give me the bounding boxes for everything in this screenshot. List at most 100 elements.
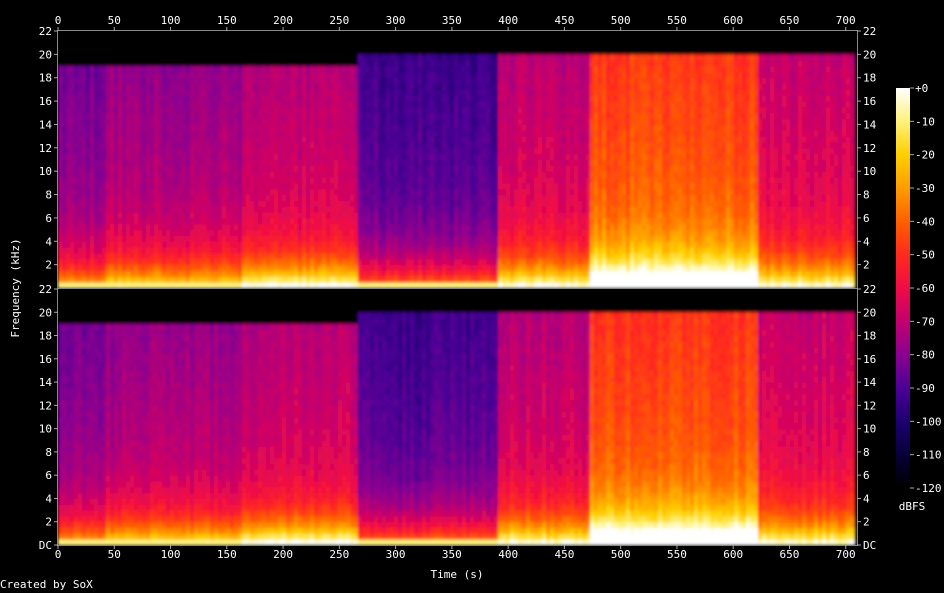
y-tick-label-top: 10 — [39, 165, 52, 178]
x-tick-label-bottom: 100 — [161, 548, 181, 561]
x-tick-label-top: 150 — [217, 14, 237, 27]
x-tick-label-bottom: 200 — [273, 548, 293, 561]
x-tick-label-top: 550 — [667, 14, 687, 27]
y-tick-label-right-bottom: 14 — [863, 376, 877, 389]
y-tick-label-right-top: 16 — [863, 95, 876, 108]
y-tick-label-bottom: 20 — [39, 306, 52, 319]
channel-1-heatmap — [58, 31, 857, 289]
x-tick-label-bottom: 350 — [442, 548, 462, 561]
x-tick-label-bottom: 150 — [217, 548, 237, 561]
y-tick-label-right-bottom: DC — [863, 539, 876, 552]
y-tick-label-bottom: 10 — [39, 423, 52, 436]
y-tick-label-bottom: 14 — [39, 376, 53, 389]
y-tick-label-bottom: 6 — [45, 469, 52, 482]
colorbar-tick-label: -50 — [915, 249, 935, 262]
y-tick-label-bottom: 8 — [45, 446, 52, 459]
y-tick-label-bottom: 22 — [39, 283, 52, 296]
x-tick-label-bottom: 50 — [108, 548, 121, 561]
y-tick-label-right-bottom: 12 — [863, 399, 876, 412]
y-tick-label-right-bottom: 16 — [863, 353, 876, 366]
y-tick-label-top: 12 — [39, 142, 52, 155]
y-tick-label-right-top: 22 — [863, 25, 876, 38]
y-tick-label-bottom: 2 — [45, 516, 52, 529]
y-tick-label-right-bottom: 2 — [863, 516, 870, 529]
y-tick-label-top: 2 — [45, 259, 52, 272]
colorbar-tick-label: -20 — [915, 149, 935, 162]
x-axis-label: Time (s) — [431, 568, 484, 581]
y-tick-label-right-top: 2 — [863, 259, 870, 272]
colorbar-tick-label: -30 — [915, 182, 935, 195]
y-tick-label-top: 16 — [39, 95, 52, 108]
x-tick-label-bottom: 300 — [386, 548, 406, 561]
y-tick-label-right-top: 8 — [863, 189, 870, 202]
colorbar-tick-label: -40 — [915, 215, 935, 228]
y-tick-label-right-top: 14 — [863, 118, 877, 131]
y-tick-label-right-bottom: 20 — [863, 306, 876, 319]
y-tick-label-bottom: DC — [39, 539, 52, 552]
x-tick-label-top: 500 — [611, 14, 631, 27]
x-tick-label-top: 100 — [161, 14, 181, 27]
y-tick-label-right-top: 6 — [863, 212, 870, 225]
y-tick-label-bottom: 4 — [45, 492, 52, 505]
y-tick-label-bottom: 16 — [39, 353, 52, 366]
colorbar-tick-label: -80 — [915, 349, 935, 362]
x-tick-label-top: 0 — [55, 14, 62, 27]
colorbar-tick-label: +0 — [915, 82, 928, 95]
colorbar-tick-label: -110 — [915, 449, 942, 462]
x-tick-label-top: 400 — [498, 14, 518, 27]
y-tick-label-right-bottom: 18 — [863, 330, 876, 343]
y-tick-label-right-top: 10 — [863, 165, 876, 178]
colorbar-tick-label: -120 — [915, 482, 942, 495]
x-axis-bottom: 0 50 100 150 200 250 300 350 400 450 500 550 600 650 7… — [55, 545, 856, 561]
plot-frames — [57, 30, 858, 546]
colorbar-tick-label: -60 — [915, 282, 935, 295]
y-tick-label-right-top: 18 — [863, 72, 876, 85]
y-tick-label-right-bottom: 8 — [863, 446, 870, 459]
colorbar-label: dBFS — [899, 500, 926, 513]
y-tick-label-top: 22 — [39, 25, 52, 38]
x-tick-label-top: 350 — [442, 14, 462, 27]
x-tick-label-top: 50 — [108, 14, 121, 27]
colorbar — [896, 88, 910, 488]
colorbar-tick-label: -90 — [915, 382, 935, 395]
y-tick-label-right-bottom: 22 — [863, 283, 876, 296]
x-tick-label-bottom: 450 — [554, 548, 574, 561]
y-tick-label-top: 18 — [39, 72, 52, 85]
x-tick-label-bottom: 0 — [55, 548, 62, 561]
channel-2-heatmap — [58, 289, 857, 546]
x-tick-label-bottom: 500 — [611, 548, 631, 561]
y-tick-label-top: 20 — [39, 48, 52, 61]
x-tick-label-top: 250 — [329, 14, 349, 27]
x-tick-label-top: 300 — [386, 14, 406, 27]
colorbar-tick-label: -70 — [915, 315, 935, 328]
x-tick-label-bottom: 250 — [329, 548, 349, 561]
y-tick-label-top: 14 — [39, 118, 53, 131]
y-tick-label-right-top: 12 — [863, 142, 876, 155]
x-tick-label-top: 700 — [836, 14, 856, 27]
x-tick-label-bottom: 600 — [723, 548, 743, 561]
y-tick-label-bottom: 18 — [39, 330, 52, 343]
x-tick-label-bottom: 650 — [780, 548, 800, 561]
y-tick-label-right-top: 4 — [863, 235, 870, 248]
colorbar-tick-label: -100 — [915, 415, 942, 428]
x-tick-label-top: 200 — [273, 14, 293, 27]
x-tick-label-top: 450 — [554, 14, 574, 27]
y-tick-label-top: 6 — [45, 212, 52, 225]
credit-text: Created by SoX — [0, 578, 93, 591]
y-tick-label-top: 8 — [45, 189, 52, 202]
y-axis-label: Frequency (kHz) — [9, 238, 22, 337]
x-tick-label-bottom: 550 — [667, 548, 687, 561]
y-tick-label-bottom: 12 — [39, 399, 52, 412]
y-tick-label-right-bottom: 6 — [863, 469, 870, 482]
y-tick-label-right-bottom: 10 — [863, 423, 876, 436]
y-tick-label-right-bottom: 4 — [863, 492, 870, 505]
x-axis-top: 0 50 100 150 200 250 300 350 400 450 500 550 600 650 7… — [55, 14, 856, 31]
colorbar-tick-label: -10 — [915, 115, 935, 128]
x-tick-label-bottom: 400 — [498, 548, 518, 561]
plot-frame-bottom — [57, 288, 858, 546]
x-tick-label-top: 650 — [780, 14, 800, 27]
x-tick-label-bottom: 700 — [836, 548, 856, 561]
colorbar-ticks: +0 -10 -20 -30 -40 -50 -60 -70 -80 -90 -100 -110 -12… — [910, 82, 942, 495]
